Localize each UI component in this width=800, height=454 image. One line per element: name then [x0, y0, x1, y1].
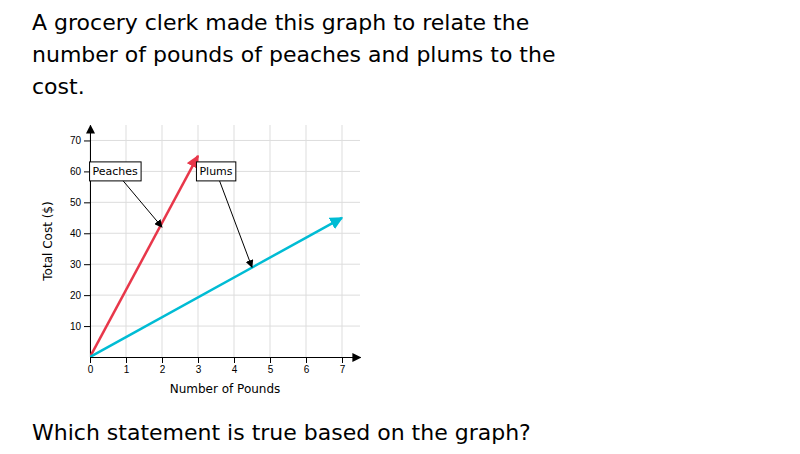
y-tick-mark: [84, 295, 90, 296]
x-tick: 0: [88, 357, 94, 375]
series-line: [90, 218, 342, 357]
y-tick-mark: [84, 233, 90, 234]
x-tick-label: 6: [304, 364, 310, 375]
x-tick: 3: [196, 357, 202, 375]
grid-line: [306, 125, 307, 357]
y-tick: 70: [70, 135, 90, 146]
y-tick-label: 40: [70, 228, 82, 239]
x-tick-mark: [234, 357, 235, 363]
title: cost.: [32, 74, 85, 99]
grid-line: [90, 233, 360, 234]
y-tick-label: 50: [70, 197, 82, 208]
x-tick: 2: [160, 357, 166, 375]
x-tick-mark: [126, 357, 127, 363]
grid-line: [198, 125, 199, 357]
x-tick: 5: [268, 357, 274, 375]
x-tick-mark: [162, 357, 163, 363]
grid: [90, 125, 360, 357]
x-tick-label: 5: [268, 364, 274, 375]
x-axis-label: Number of Pounds: [170, 382, 281, 396]
grid-line: [90, 125, 91, 357]
title: A grocery clerk made this graph to relat…: [32, 10, 529, 35]
annotation-label: Plums: [199, 165, 232, 178]
x-tick: 1: [124, 357, 130, 375]
x-tick-label: 4: [232, 364, 238, 375]
grid-line: [162, 125, 163, 357]
y-tick-label: 20: [70, 290, 82, 301]
y-tick: 30: [70, 259, 90, 270]
y-tick-label: 10: [70, 321, 82, 332]
annotation-box: [196, 162, 235, 181]
annotations: Peaches Plums: [90, 162, 252, 267]
y-tick: 10: [70, 321, 90, 332]
y-axis-line: [90, 126, 91, 358]
x-tick-label: 0: [88, 364, 94, 375]
y-tick-label: 70: [70, 135, 82, 146]
x-axis: 0 1 2 3 4 5 6 7: [88, 357, 361, 375]
chart: A grocery clerk made this graph to relat…: [0, 0, 800, 454]
annotation-arrow: [216, 171, 252, 267]
y-tick-mark: [84, 140, 90, 141]
grid-line: [342, 125, 343, 357]
y-tick-label: 30: [70, 259, 82, 270]
x-tick-mark: [198, 357, 199, 363]
x-tick: 6: [304, 357, 310, 375]
x-tick-mark: [90, 357, 91, 363]
annotation-box: [90, 162, 142, 181]
x-axis-line: [91, 357, 361, 358]
x-tick-label: 1: [124, 364, 130, 375]
plot: 0 1 2 3 4 5 6 7 10 20 30 40 50 60 70 Peaches Plums: [70, 125, 361, 375]
series-group: [90, 156, 342, 357]
x-tick-mark: [342, 357, 343, 363]
grid-line: [90, 202, 360, 203]
x-tick-label: 2: [160, 364, 166, 375]
y-tick: 60: [70, 166, 90, 177]
title: number of pounds of peaches and plums to…: [32, 42, 555, 67]
grid-line: [234, 125, 235, 357]
annotation: Peaches: [90, 162, 162, 227]
x-tick: 4: [232, 357, 238, 375]
grid-line: [90, 140, 360, 141]
x-tick-label: 3: [196, 364, 202, 375]
x-tick-label: 7: [340, 364, 346, 375]
y-tick: 20: [70, 290, 90, 301]
grid-line: [90, 264, 360, 265]
y-tick-mark: [84, 202, 90, 203]
y-tick-label: 60: [70, 166, 82, 177]
grid-line: [270, 125, 271, 357]
y-tick: 40: [70, 228, 90, 239]
annotation: Plums: [196, 162, 252, 267]
y-axis-label: Total Cost ($): [41, 201, 55, 281]
grid-line: [126, 125, 127, 357]
x-tick-mark: [270, 357, 271, 363]
y-tick-mark: [84, 264, 90, 265]
y-axis: 10 20 30 40 50 60 70: [70, 126, 91, 358]
x-tick: 7: [340, 357, 346, 375]
y-tick: 50: [70, 197, 90, 208]
grid-line: [90, 295, 360, 296]
footer: Which statement is true based on the gra…: [32, 420, 531, 445]
grid-line: [90, 326, 360, 327]
x-tick-mark: [306, 357, 307, 363]
y-tick-mark: [84, 326, 90, 327]
annotation-label: Peaches: [93, 165, 139, 178]
